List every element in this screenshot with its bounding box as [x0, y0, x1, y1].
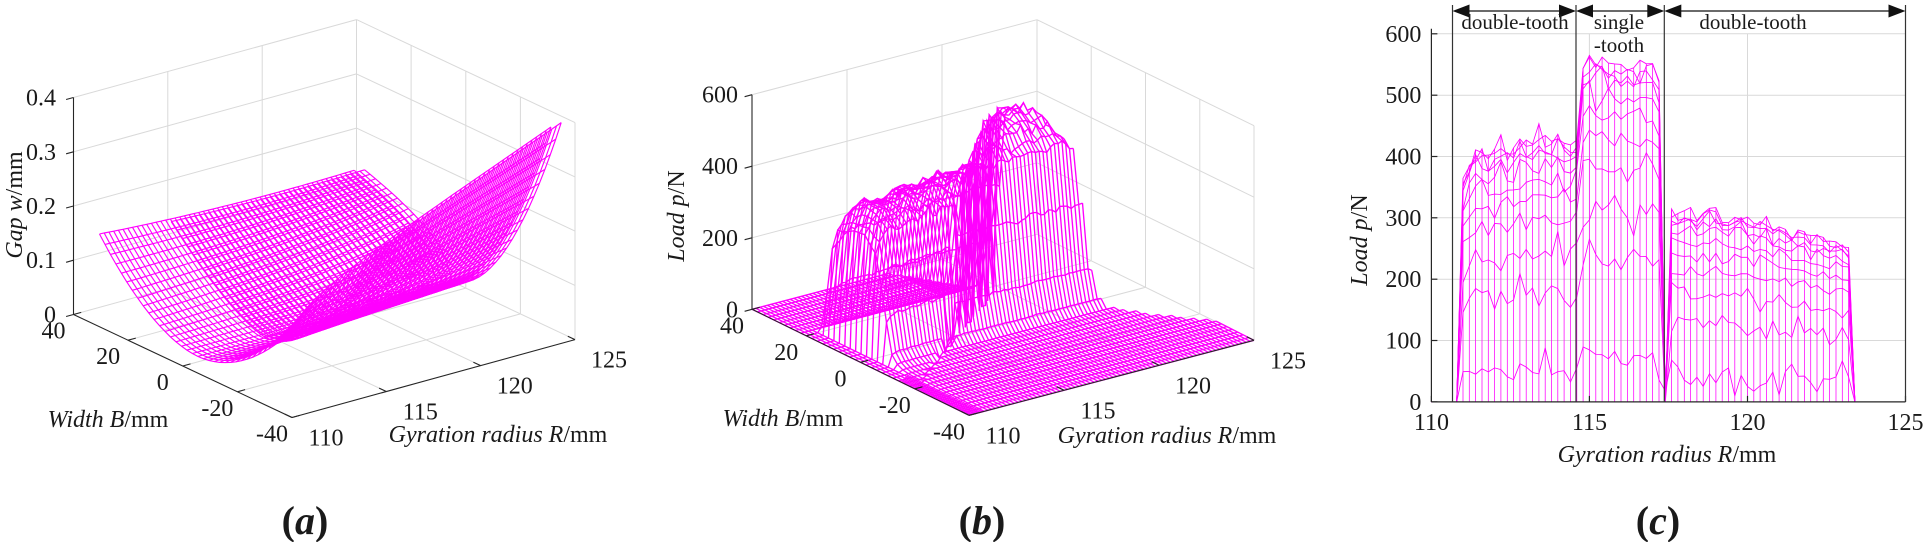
- svg-text:115: 115: [403, 400, 438, 426]
- svg-text:120: 120: [1730, 410, 1766, 436]
- svg-text:-40: -40: [933, 419, 965, 445]
- svg-text:115: 115: [1080, 398, 1115, 424]
- svg-text:400: 400: [1385, 145, 1421, 171]
- svg-text:0: 0: [157, 370, 169, 396]
- svg-text:400: 400: [702, 154, 738, 180]
- svg-text:0.1: 0.1: [26, 248, 56, 274]
- svg-text:double-tooth: double-tooth: [1461, 10, 1569, 34]
- svg-text:-20: -20: [879, 393, 911, 419]
- svg-text:20: 20: [96, 344, 120, 370]
- svg-text:double-tooth: double-tooth: [1699, 10, 1807, 34]
- svg-text:0.3: 0.3: [26, 140, 56, 166]
- svg-text:0.4: 0.4: [26, 86, 56, 112]
- svg-text:Width B/mm: Width B/mm: [723, 406, 844, 432]
- svg-text:200: 200: [1385, 267, 1421, 293]
- svg-text:Gap w/mm: Gap w/mm: [2, 151, 28, 259]
- svg-text:-40: -40: [256, 422, 288, 448]
- svg-text:Gyration radius R/mm: Gyration radius R/mm: [389, 422, 608, 448]
- svg-text:0.2: 0.2: [26, 194, 56, 220]
- svg-text:125: 125: [591, 348, 627, 374]
- svg-text:200: 200: [702, 226, 738, 252]
- svg-text:single: single: [1594, 10, 1644, 34]
- svg-text:Load p/N: Load p/N: [664, 170, 690, 262]
- svg-text:125: 125: [1270, 348, 1306, 374]
- svg-text:(a): (a): [282, 498, 329, 542]
- svg-text:40: 40: [720, 313, 744, 339]
- svg-text:0: 0: [726, 297, 738, 323]
- svg-text:Width B/mm: Width B/mm: [48, 407, 169, 433]
- svg-text:(c): (c): [1636, 498, 1680, 542]
- svg-text:115: 115: [1572, 410, 1607, 436]
- svg-text:125: 125: [1888, 410, 1924, 436]
- svg-text:20: 20: [774, 340, 798, 366]
- svg-text:(b): (b): [959, 498, 1006, 542]
- svg-text:0: 0: [1409, 390, 1421, 416]
- svg-text:-20: -20: [201, 396, 233, 422]
- svg-text:110: 110: [985, 423, 1020, 449]
- svg-text:600: 600: [702, 83, 738, 109]
- svg-text:110: 110: [308, 426, 343, 452]
- svg-text:0: 0: [44, 303, 56, 329]
- svg-text:500: 500: [1385, 83, 1421, 109]
- svg-text:Gyration radius R/mm: Gyration radius R/mm: [1558, 442, 1777, 468]
- svg-text:40: 40: [42, 319, 66, 345]
- svg-text:Load p/N: Load p/N: [1347, 194, 1373, 286]
- svg-text:0: 0: [835, 366, 847, 392]
- svg-text:120: 120: [1175, 373, 1211, 399]
- svg-text:600: 600: [1385, 22, 1421, 48]
- svg-text:120: 120: [497, 374, 533, 400]
- svg-text:Gyration radius R/mm: Gyration radius R/mm: [1058, 423, 1277, 449]
- svg-text:300: 300: [1385, 206, 1421, 232]
- svg-text:100: 100: [1385, 329, 1421, 355]
- svg-text:-tooth: -tooth: [1594, 33, 1645, 57]
- svg-text:110: 110: [1414, 410, 1449, 436]
